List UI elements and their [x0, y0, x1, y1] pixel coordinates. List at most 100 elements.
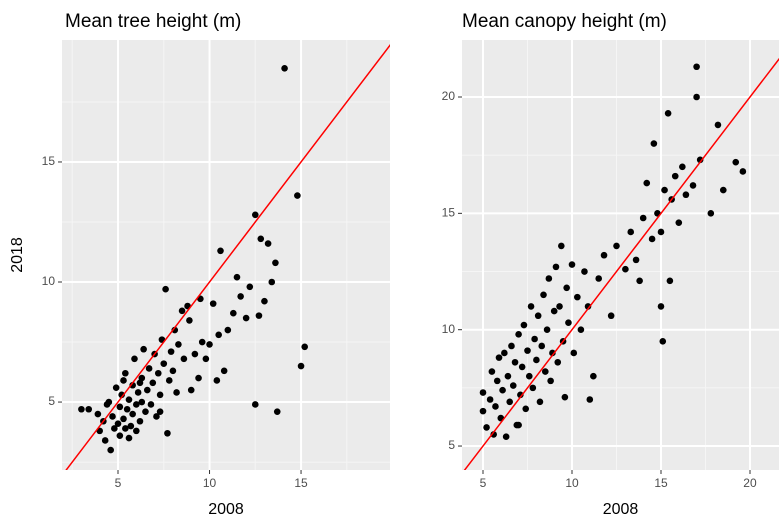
point — [294, 192, 301, 199]
point — [515, 421, 522, 429]
point — [123, 405, 131, 413]
point — [568, 261, 576, 268]
point — [714, 121, 722, 129]
point — [689, 182, 697, 189]
point — [495, 354, 503, 361]
y-tick-label: 20 — [442, 89, 456, 103]
point — [122, 425, 129, 432]
point — [169, 367, 177, 375]
point — [581, 268, 588, 275]
point — [111, 425, 118, 432]
point — [607, 312, 615, 320]
point — [129, 410, 136, 418]
point — [693, 93, 700, 101]
point — [561, 393, 569, 401]
point — [570, 349, 578, 357]
point — [627, 228, 635, 236]
point — [134, 389, 142, 396]
point — [217, 247, 224, 255]
point — [251, 211, 259, 219]
point — [78, 405, 85, 413]
point — [671, 172, 679, 180]
point — [664, 109, 672, 117]
point — [120, 415, 127, 423]
point — [492, 403, 499, 410]
point — [502, 433, 510, 441]
identity-line — [65, 44, 390, 470]
point — [186, 317, 193, 324]
identity-line — [463, 57, 779, 470]
point — [112, 384, 120, 391]
point — [524, 347, 531, 354]
point — [590, 372, 597, 380]
point — [206, 341, 213, 348]
point — [138, 398, 146, 406]
point — [118, 391, 125, 399]
point — [538, 342, 546, 350]
point — [125, 434, 133, 442]
point — [143, 386, 151, 394]
point — [657, 303, 665, 310]
point — [122, 369, 129, 377]
point — [693, 63, 700, 71]
point — [679, 163, 686, 171]
point — [534, 312, 542, 320]
point — [209, 300, 217, 307]
point — [246, 283, 254, 291]
point — [272, 259, 279, 267]
point — [525, 372, 533, 380]
point — [125, 396, 133, 403]
point — [242, 314, 250, 322]
point — [584, 303, 592, 310]
point — [586, 396, 594, 403]
point — [739, 168, 747, 175]
point — [140, 345, 147, 353]
point — [162, 285, 169, 293]
point — [131, 355, 138, 363]
x-axis-label: 2008 — [208, 501, 244, 518]
point — [483, 424, 490, 431]
point — [281, 65, 288, 72]
point — [94, 410, 102, 418]
point — [273, 408, 281, 415]
point — [666, 277, 674, 285]
point — [613, 242, 620, 250]
point — [268, 278, 276, 286]
point — [661, 186, 668, 194]
point — [301, 343, 309, 351]
point — [156, 391, 164, 399]
point — [600, 251, 608, 259]
point — [103, 401, 111, 408]
plot-background — [62, 40, 390, 470]
point — [147, 401, 155, 408]
point — [657, 228, 665, 236]
point — [133, 401, 140, 408]
point — [696, 156, 704, 164]
point — [719, 186, 727, 194]
point — [533, 356, 540, 364]
point — [511, 358, 519, 366]
point — [632, 256, 640, 264]
x-axis-label: 2008 — [603, 501, 639, 518]
point — [682, 191, 690, 199]
point — [540, 291, 547, 299]
point — [479, 389, 487, 396]
point — [490, 431, 497, 438]
point — [574, 293, 581, 301]
point — [154, 369, 162, 377]
point — [213, 377, 221, 384]
x-tick-label: 5 — [480, 476, 487, 490]
point — [178, 307, 186, 315]
y-tick-label: 10 — [442, 322, 456, 336]
point — [517, 391, 524, 399]
point — [142, 408, 149, 415]
point — [552, 263, 560, 271]
point — [565, 319, 572, 327]
y-tick-label: 5 — [448, 438, 455, 452]
point — [541, 368, 549, 375]
point — [136, 417, 144, 425]
point — [501, 349, 508, 357]
point — [520, 321, 528, 329]
point — [109, 413, 116, 420]
